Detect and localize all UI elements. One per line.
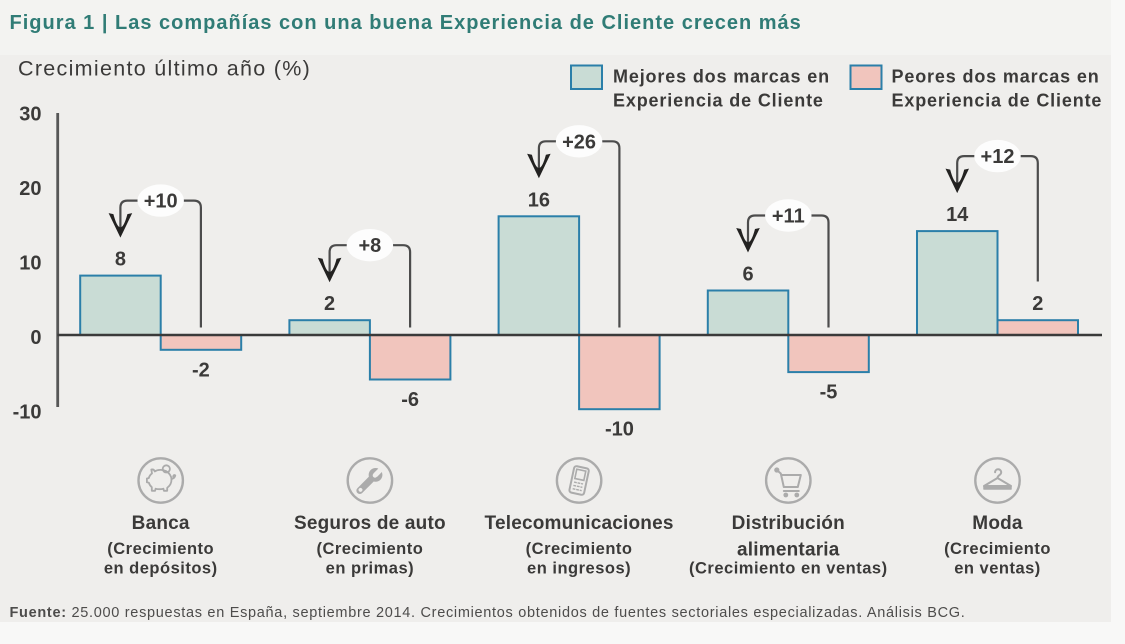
svg-text:Crecimiento último año (%): Crecimiento último año (%) (18, 57, 311, 81)
svg-text:(Crecimiento en ventas): (Crecimiento en ventas) (689, 560, 888, 578)
svg-text:(Crecimiento: (Crecimiento (107, 540, 214, 558)
svg-text:Fuente: 25.000 respuestas en E: Fuente: 25.000 respuestas en España, sep… (10, 605, 966, 621)
svg-text:8: 8 (115, 249, 126, 271)
svg-text:+10: +10 (144, 191, 178, 213)
svg-text:Telecomunicaciones: Telecomunicaciones (485, 513, 674, 534)
svg-text:-10: -10 (605, 419, 634, 441)
svg-text:Figura 1 | Las compañías con u: Figura 1 | Las compañías con una buena E… (10, 12, 802, 34)
svg-text:Seguros de auto: Seguros de auto (294, 513, 446, 534)
svg-text:(Crecimiento: (Crecimiento (944, 540, 1051, 558)
svg-text:6: 6 (742, 264, 753, 286)
svg-text:alimentaria: alimentaria (737, 539, 840, 560)
svg-text:-2: -2 (192, 359, 210, 381)
svg-text:2: 2 (324, 293, 335, 315)
svg-text:10: 10 (19, 252, 41, 274)
svg-text:+12: +12 (981, 146, 1015, 168)
svg-text:-10: -10 (13, 401, 42, 423)
svg-text:-5: -5 (820, 382, 838, 404)
svg-text:(Crecimiento: (Crecimiento (526, 540, 633, 558)
svg-text:en primas): en primas) (326, 560, 414, 578)
svg-text:Moda: Moda (972, 513, 1023, 534)
svg-text:en ventas): en ventas) (954, 560, 1041, 578)
svg-text:Peores dos marcas en: Peores dos marcas en (892, 67, 1100, 87)
svg-text:0: 0 (30, 327, 41, 349)
svg-text:Experiencia de Cliente: Experiencia de Cliente (892, 91, 1103, 111)
svg-text:+11: +11 (772, 206, 805, 228)
svg-text:Banca: Banca (132, 513, 190, 534)
svg-text:(Crecimiento: (Crecimiento (316, 540, 423, 558)
svg-text:en depósitos): en depósitos) (104, 560, 218, 578)
svg-text:2: 2 (1032, 293, 1043, 315)
svg-text:-6: -6 (401, 389, 419, 411)
svg-text:+8: +8 (358, 235, 381, 257)
svg-text:+26: +26 (562, 131, 596, 153)
svg-text:Mejores dos marcas en: Mejores dos marcas en (613, 67, 830, 87)
svg-text:en ingresos): en ingresos) (527, 560, 631, 578)
svg-text:Experiencia de Cliente: Experiencia de Cliente (613, 91, 824, 111)
svg-text:14: 14 (946, 204, 969, 226)
svg-text:20: 20 (19, 178, 41, 200)
svg-text:16: 16 (528, 189, 550, 211)
svg-text:Distribución: Distribución (732, 513, 845, 534)
svg-text:30: 30 (19, 103, 41, 125)
